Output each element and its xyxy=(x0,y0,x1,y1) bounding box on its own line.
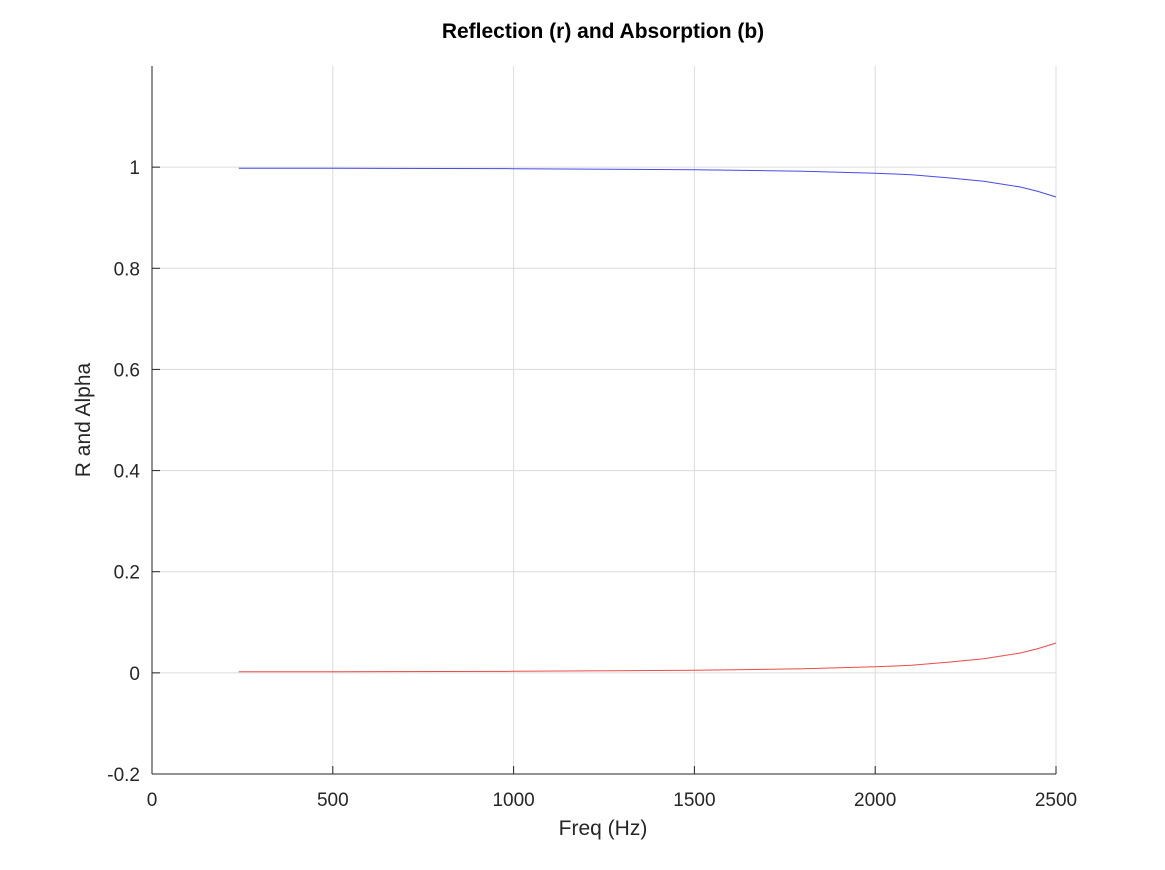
x-tick-label: 2000 xyxy=(854,790,896,811)
y-tick-label: 0.6 xyxy=(114,360,140,381)
y-tick-label: 1 xyxy=(129,158,140,179)
reflection-series-line xyxy=(238,167,1057,198)
y-tick-label: -0.2 xyxy=(107,765,140,786)
chart-title: Reflection (r) and Absorption (b) xyxy=(442,20,764,43)
y-tick-label: 0.2 xyxy=(114,563,140,584)
y-axis-label: R and Alpha xyxy=(72,362,95,477)
y-tick-label: 0 xyxy=(129,664,140,685)
series-layer xyxy=(238,167,1057,673)
grid xyxy=(152,66,1057,774)
tick-labels: 0 500 1000 1500 2000 2500 -0.2 0 0.2 0.4 0.6 0.8 1 xyxy=(107,158,1077,811)
absorption-series-line xyxy=(238,642,1057,673)
y-tick-label: 0.8 xyxy=(114,259,140,280)
x-tick-label: 500 xyxy=(317,790,349,811)
x-tick-label: 1000 xyxy=(492,790,534,811)
x-tick-label: 1500 xyxy=(673,790,715,811)
x-tick-label: 2500 xyxy=(1035,790,1077,811)
x-axis-label: Freq (Hz) xyxy=(559,817,648,840)
x-tick-label: 0 xyxy=(147,790,158,811)
axes xyxy=(151,66,1057,775)
y-tick-label: 0.4 xyxy=(114,462,141,483)
